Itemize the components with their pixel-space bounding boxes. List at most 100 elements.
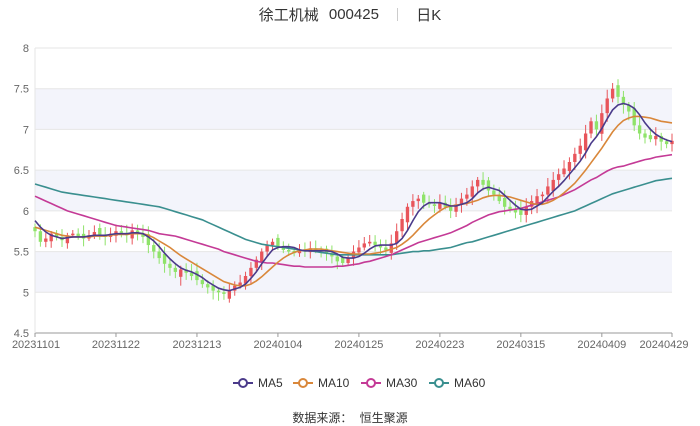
- y-tick-label: 6.5: [14, 165, 29, 177]
- candle-body: [432, 204, 437, 206]
- x-tick-label: 20240315: [496, 339, 545, 351]
- candle: [535, 188, 539, 214]
- candle-body: [270, 241, 275, 246]
- legend-label: MA5: [258, 376, 283, 390]
- candle-body: [341, 257, 345, 263]
- candle: [621, 90, 626, 114]
- candle: [562, 160, 566, 178]
- candle-body: [616, 85, 620, 97]
- candle-body: [438, 202, 442, 209]
- candle-body: [162, 253, 167, 264]
- candle: [600, 104, 604, 141]
- candle-body: [508, 206, 512, 210]
- x-tick-label: 20240223: [415, 339, 464, 351]
- candle: [216, 287, 221, 301]
- candle: [200, 274, 205, 288]
- candle-body: [33, 227, 37, 232]
- candle-body: [265, 245, 269, 252]
- legend-item-ma5: MA5: [233, 376, 283, 390]
- candle: [81, 225, 86, 247]
- candle: [227, 283, 232, 303]
- candle: [168, 259, 172, 276]
- x-tick-label: 20240409: [577, 339, 626, 351]
- candle-body: [594, 121, 599, 130]
- y-tick-label: 7.5: [14, 84, 29, 96]
- candle: [44, 233, 48, 248]
- source-label: 数据来源：: [292, 411, 353, 425]
- candle-body: [664, 141, 669, 145]
- candle: [260, 248, 264, 271]
- candle-body: [395, 231, 399, 244]
- candle-body: [459, 198, 464, 205]
- candle: [475, 177, 480, 193]
- candle-body: [71, 233, 75, 236]
- candle: [432, 199, 437, 213]
- stock-name: 徐工机械: [258, 7, 319, 24]
- candle-body: [627, 105, 631, 112]
- candle-body: [535, 196, 539, 205]
- candle-body: [254, 259, 259, 268]
- candle-body: [567, 162, 572, 172]
- candle: [405, 203, 410, 231]
- candle-body: [643, 133, 647, 138]
- candle-body: [54, 233, 59, 237]
- candle: [605, 89, 609, 122]
- candle-body: [659, 135, 663, 142]
- candle-body: [670, 140, 674, 145]
- candle-body: [44, 238, 48, 242]
- candle-body: [621, 96, 626, 105]
- candle: [346, 255, 350, 266]
- source-line: 数据来源： 恒生聚源: [0, 409, 700, 426]
- y-tick-label: 8: [23, 43, 29, 55]
- candle: [567, 157, 572, 180]
- candle-body: [556, 174, 561, 180]
- candle-body: [76, 233, 80, 237]
- candle: [416, 195, 420, 209]
- candle-body: [578, 145, 582, 154]
- candle-body: [422, 194, 426, 203]
- candle-body: [546, 186, 550, 195]
- candle-body: [49, 233, 53, 242]
- candle: [33, 223, 37, 238]
- candle: [610, 83, 615, 103]
- candle-body: [600, 113, 604, 134]
- candle-body: [551, 179, 555, 191]
- candle: [616, 79, 620, 104]
- x-tick-label: 20231213: [172, 339, 221, 351]
- candle-body: [481, 179, 485, 185]
- title-divider: [397, 8, 399, 21]
- candle-body: [454, 204, 458, 212]
- candle-body: [589, 121, 593, 134]
- candle-body: [243, 276, 248, 284]
- candle: [411, 194, 415, 216]
- x-tick-label: 20231101: [12, 339, 60, 351]
- candle-body: [346, 258, 350, 263]
- y-tick-label: 6: [23, 206, 29, 218]
- candle-body: [573, 153, 577, 162]
- candle-body: [637, 125, 642, 134]
- candle: [556, 168, 561, 188]
- candle-body: [330, 253, 334, 257]
- chart-title: 徐工机械 000425 日K: [0, 4, 700, 26]
- candle-body: [157, 251, 161, 259]
- candle: [448, 198, 453, 219]
- candle: [270, 238, 275, 251]
- candle: [459, 192, 464, 213]
- candle-body: [513, 209, 518, 213]
- candle-body: [92, 232, 97, 236]
- candle: [173, 262, 178, 279]
- x-tick-label: 20231122: [92, 339, 140, 351]
- legend-label: MA30: [386, 376, 418, 390]
- candle-body: [357, 247, 361, 253]
- candle: [373, 235, 377, 252]
- candle-body: [448, 206, 453, 211]
- candle-body: [206, 284, 210, 288]
- candle: [243, 271, 248, 290]
- candle: [54, 230, 59, 241]
- legend-marker: [238, 378, 248, 388]
- candle-body: [238, 282, 242, 286]
- candle-body: [389, 243, 393, 253]
- candle: [573, 147, 577, 170]
- candle: [162, 246, 167, 273]
- candle-body: [654, 135, 658, 140]
